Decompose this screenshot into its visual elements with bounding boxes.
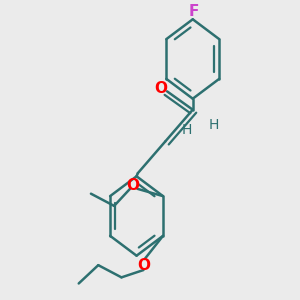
- Text: H: H: [182, 124, 192, 137]
- Text: F: F: [189, 4, 199, 20]
- Text: O: O: [126, 178, 139, 193]
- Text: O: O: [154, 81, 167, 96]
- Text: H: H: [209, 118, 219, 132]
- Text: O: O: [137, 258, 150, 273]
